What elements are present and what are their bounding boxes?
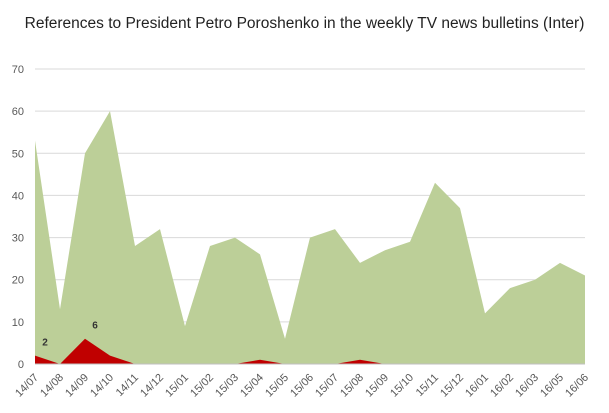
x-tick-label: 15/01: [163, 372, 191, 400]
x-tick-label: 14/09: [63, 372, 91, 400]
data-label: 2: [42, 338, 48, 349]
x-tick-label: 15/08: [338, 372, 366, 400]
x-tick-label: 15/12: [438, 372, 466, 400]
x-tick-label: 15/06: [288, 372, 316, 400]
y-tick-label: 60: [12, 106, 24, 118]
x-tick-label: 14/10: [88, 372, 116, 400]
y-axis: 0 10 20 30 40 50 60 70: [12, 64, 24, 371]
x-tick-label: 15/04: [238, 372, 266, 400]
x-tick-label: 15/09: [363, 372, 391, 400]
x-tick-label: 14/11: [114, 372, 141, 399]
x-tick-label: 14/12: [138, 372, 166, 400]
x-axis: 14/0714/0814/0914/1014/1114/1215/0115/02…: [13, 372, 591, 400]
x-tick-label: 15/07: [313, 372, 341, 400]
y-tick-label: 40: [12, 190, 24, 202]
data-labels: 26: [42, 321, 98, 349]
y-tick-label: 50: [12, 148, 24, 160]
x-tick-label: 15/11: [414, 372, 441, 399]
chart-title: References to President Petro Poroshenko…: [24, 15, 585, 32]
x-tick-label: 16/06: [563, 372, 591, 400]
x-tick-label: 15/05: [263, 372, 291, 400]
x-tick-label: 15/10: [388, 372, 416, 400]
series-areas: [35, 111, 585, 365]
x-tick-label: 14/07: [13, 372, 41, 400]
x-tick-label: 15/02: [188, 372, 216, 400]
x-tick-label: 16/02: [488, 372, 516, 400]
x-tick-label: 14/08: [38, 372, 66, 400]
series-area-2: [35, 338, 585, 364]
y-tick-label: 10: [12, 317, 24, 329]
y-tick-label: 20: [12, 275, 24, 287]
y-tick-label: 0: [18, 359, 24, 371]
x-tick-label: 15/03: [213, 372, 241, 400]
data-label: 6: [92, 321, 98, 332]
x-tick-label: 16/05: [538, 372, 566, 400]
y-tick-label: 30: [12, 233, 24, 245]
series-area-1: [35, 111, 585, 365]
x-tick-label: 16/03: [513, 372, 541, 400]
y-tick-label: 70: [12, 64, 24, 76]
x-tick-label: 16/01: [463, 372, 491, 400]
